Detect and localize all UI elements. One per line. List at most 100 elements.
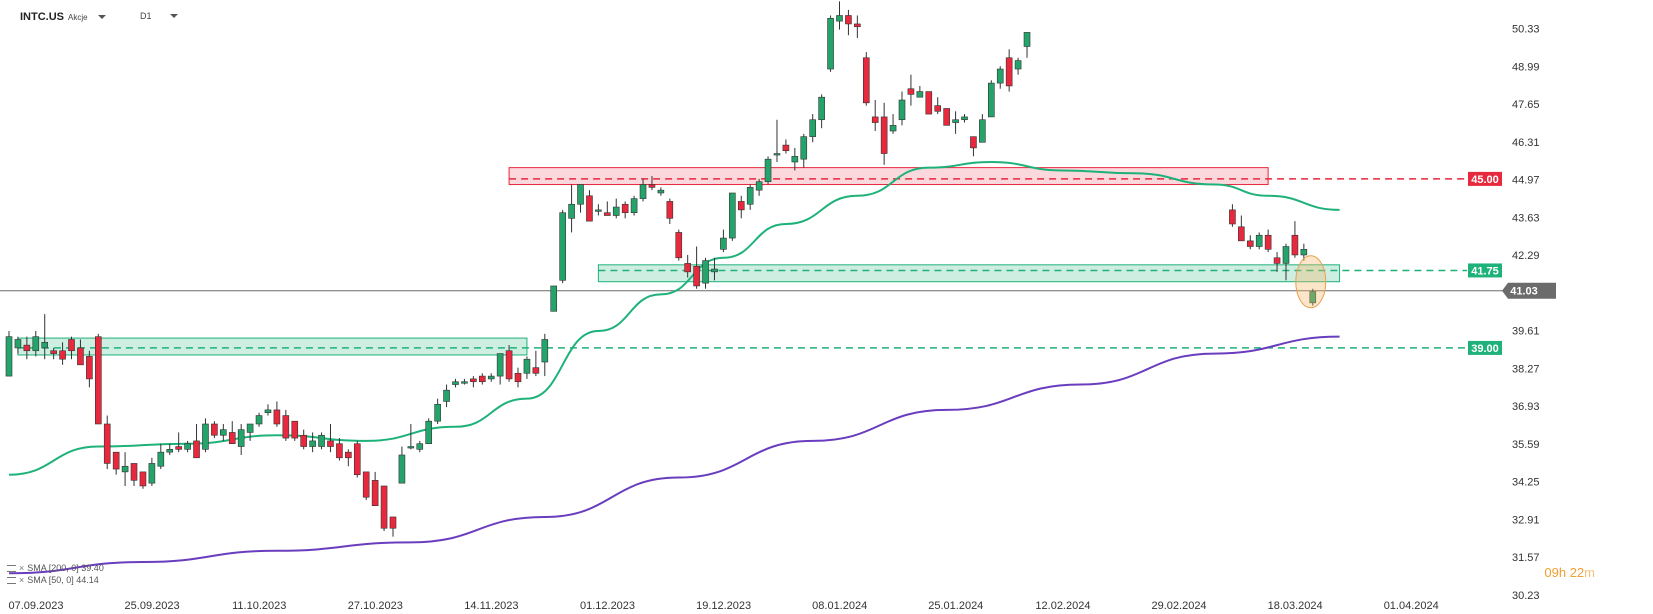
- candle: [14, 336, 22, 354]
- candle-body: [737, 201, 745, 211]
- candle-body: [5, 336, 13, 377]
- close-icon[interactable]: ×: [19, 575, 25, 585]
- candle: [273, 401, 281, 427]
- candle: [889, 114, 897, 134]
- indicator-sma200[interactable]: × SMA [200, 0] 39.40: [7, 563, 104, 573]
- candle: [648, 176, 656, 191]
- candle-body: [1273, 257, 1281, 264]
- support-zone: [17, 337, 528, 356]
- resistance-price-badge: 45.00: [1468, 171, 1502, 186]
- settings-icon[interactable]: [7, 576, 16, 584]
- y-tick-label: 50.33: [1512, 24, 1540, 36]
- y-tick-label: 47.65: [1512, 99, 1540, 111]
- symbol-selector[interactable]: INTC.US Akcje: [20, 11, 106, 23]
- candle: [452, 378, 459, 388]
- candle-body: [1291, 234, 1299, 256]
- x-tick-label: 18.03.2024: [1268, 600, 1323, 612]
- indicator-sma50[interactable]: × SMA [50, 0] 44.14: [7, 575, 99, 585]
- candle-body: [773, 153, 781, 156]
- candle: [1282, 243, 1290, 281]
- asset-type-label: Akcje: [68, 12, 88, 22]
- candle: [23, 336, 31, 360]
- x-tick-label: 07.09.2023: [8, 600, 63, 612]
- candle-body: [291, 420, 299, 439]
- candle-body: [764, 158, 772, 183]
- candle-body: [1309, 291, 1317, 304]
- candle-body: [961, 116, 968, 121]
- candle: [228, 421, 236, 445]
- sma50-line: [8, 160, 1340, 476]
- chevron-down-icon: [97, 15, 106, 19]
- candle-body: [452, 381, 459, 385]
- timeframe-selector[interactable]: D1: [140, 11, 178, 21]
- y-tick-label: 32.91: [1512, 514, 1540, 526]
- candle-body: [880, 116, 888, 154]
- candle: [809, 114, 817, 143]
- candle: [586, 190, 593, 222]
- candle-body: [220, 429, 227, 436]
- x-tick-label: 11.10.2023: [232, 600, 286, 612]
- support-price-badge: 39.00: [1468, 340, 1502, 355]
- candle: [416, 440, 424, 453]
- candle-body: [907, 88, 915, 95]
- candle: [934, 97, 942, 115]
- candle: [1005, 49, 1013, 92]
- highlight-layer: [1295, 255, 1327, 309]
- badge-bg: [1502, 282, 1556, 299]
- candle-body: [461, 381, 468, 384]
- candle-body: [791, 156, 799, 163]
- settings-icon[interactable]: [7, 564, 16, 572]
- candle-body: [800, 136, 808, 160]
- candle-body: [693, 265, 700, 287]
- candle-body: [621, 203, 629, 214]
- candle-body: [854, 23, 861, 28]
- candle-body: [273, 409, 281, 425]
- candle: [318, 432, 325, 450]
- candle: [353, 440, 361, 478]
- candle-body: [77, 347, 84, 366]
- zones-layer: [17, 167, 1341, 356]
- candle: [737, 195, 745, 219]
- candle: [604, 201, 611, 216]
- x-tick-label: 01.12.2023: [580, 600, 635, 612]
- candle: [871, 100, 879, 132]
- candle: [1229, 204, 1236, 227]
- candle: [496, 353, 504, 385]
- candle: [32, 331, 40, 357]
- candle-body: [1246, 240, 1254, 247]
- candle: [1291, 221, 1299, 258]
- candle-body: [862, 57, 870, 104]
- candle-body: [389, 516, 397, 529]
- x-tick-label: 27.10.2023: [348, 600, 403, 612]
- y-tick-label: 38.27: [1512, 363, 1540, 375]
- x-tick-label: 29.02.2024: [1152, 600, 1207, 612]
- support-price-badge: 41.75: [1468, 263, 1502, 278]
- candle: [86, 350, 93, 388]
- candle-body: [157, 451, 165, 467]
- candle-body: [300, 434, 307, 447]
- candle: [157, 443, 165, 470]
- close-icon[interactable]: ×: [19, 563, 25, 573]
- candle: [461, 378, 468, 385]
- candle-body: [809, 119, 817, 137]
- candle: [639, 178, 647, 202]
- candle-body: [514, 372, 522, 383]
- candle-body: [666, 201, 674, 219]
- candle: [166, 443, 174, 455]
- candle: [487, 373, 495, 382]
- candle: [657, 187, 665, 196]
- candle: [996, 66, 1004, 89]
- candle: [505, 345, 513, 382]
- candle: [755, 178, 763, 196]
- candle: [514, 367, 522, 388]
- candle: [336, 438, 343, 461]
- candle: [800, 133, 808, 168]
- candle: [764, 156, 772, 185]
- y-tick-label: 39.61: [1512, 326, 1540, 338]
- candle: [550, 285, 558, 312]
- badge-text: 41.75: [1471, 265, 1499, 277]
- candle: [327, 423, 334, 453]
- candle-body: [1023, 32, 1031, 47]
- candle: [103, 415, 111, 470]
